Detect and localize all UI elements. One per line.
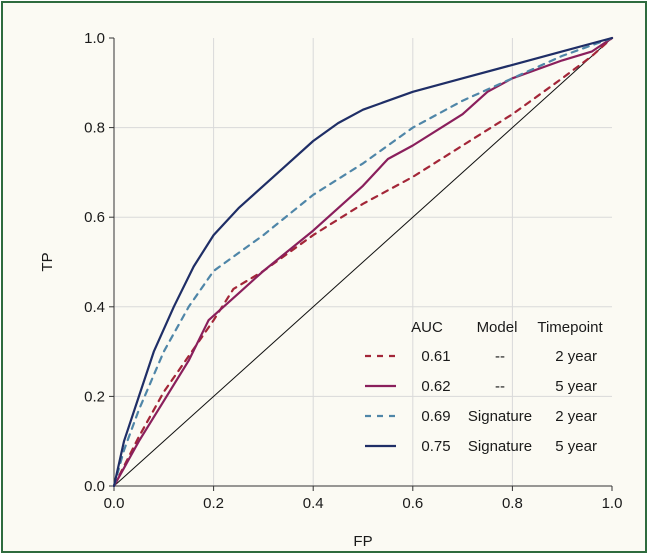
x-tick-label: 0.2: [203, 495, 224, 512]
legend-timepoint: 5 year: [555, 378, 597, 395]
x-tick-label: 0.0: [104, 495, 125, 512]
legend-header-model: Model: [477, 319, 518, 336]
y-tick-label: 0.8: [84, 120, 105, 137]
legend-auc: 0.62: [421, 378, 450, 395]
series-line-2: [112, 36, 614, 488]
legend-header-auc: AUC: [411, 319, 443, 336]
y-axis-label: TP: [39, 252, 56, 271]
series-lines: [112, 36, 614, 488]
legend-auc: 0.61: [421, 348, 450, 365]
legend: AUC Model Timepoint 0.61 -- 2 year 0.62 -- 5 yea…: [365, 319, 603, 455]
axes: [109, 37, 613, 491]
series-line-3: [112, 36, 614, 488]
series-line-1: [112, 36, 614, 488]
y-tick-label: 0.2: [84, 388, 105, 405]
legend-timepoint: 5 year: [555, 438, 597, 455]
tick-labels: 0.0 0.2 0.4 0.6 0.8 1.0 0.0 0.2 0.4 0.6 0.8 1.0: [84, 30, 622, 512]
legend-model: --: [495, 348, 505, 365]
y-tick-label: 0.0: [84, 478, 105, 495]
x-tick-label: 0.6: [402, 495, 423, 512]
legend-model: Signature: [468, 438, 532, 455]
x-tick-label: 0.4: [303, 495, 324, 512]
legend-header-timepoint: Timepoint: [537, 319, 603, 336]
x-tick-label: 0.8: [502, 495, 523, 512]
series-line-4: [112, 36, 614, 488]
legend-model: --: [495, 378, 505, 395]
y-tick-label: 0.6: [84, 209, 105, 226]
x-tick-label: 1.0: [602, 495, 623, 512]
y-tick-label: 1.0: [84, 30, 105, 47]
reference-diagonal-line: [113, 37, 613, 487]
y-tick-label: 0.4: [84, 299, 105, 316]
legend-timepoint: 2 year: [555, 348, 597, 365]
legend-auc: 0.75: [421, 438, 450, 455]
legend-auc: 0.69: [421, 408, 450, 425]
legend-timepoint: 2 year: [555, 408, 597, 425]
x-axis-label: FP: [353, 533, 372, 550]
legend-model: Signature: [468, 408, 532, 425]
